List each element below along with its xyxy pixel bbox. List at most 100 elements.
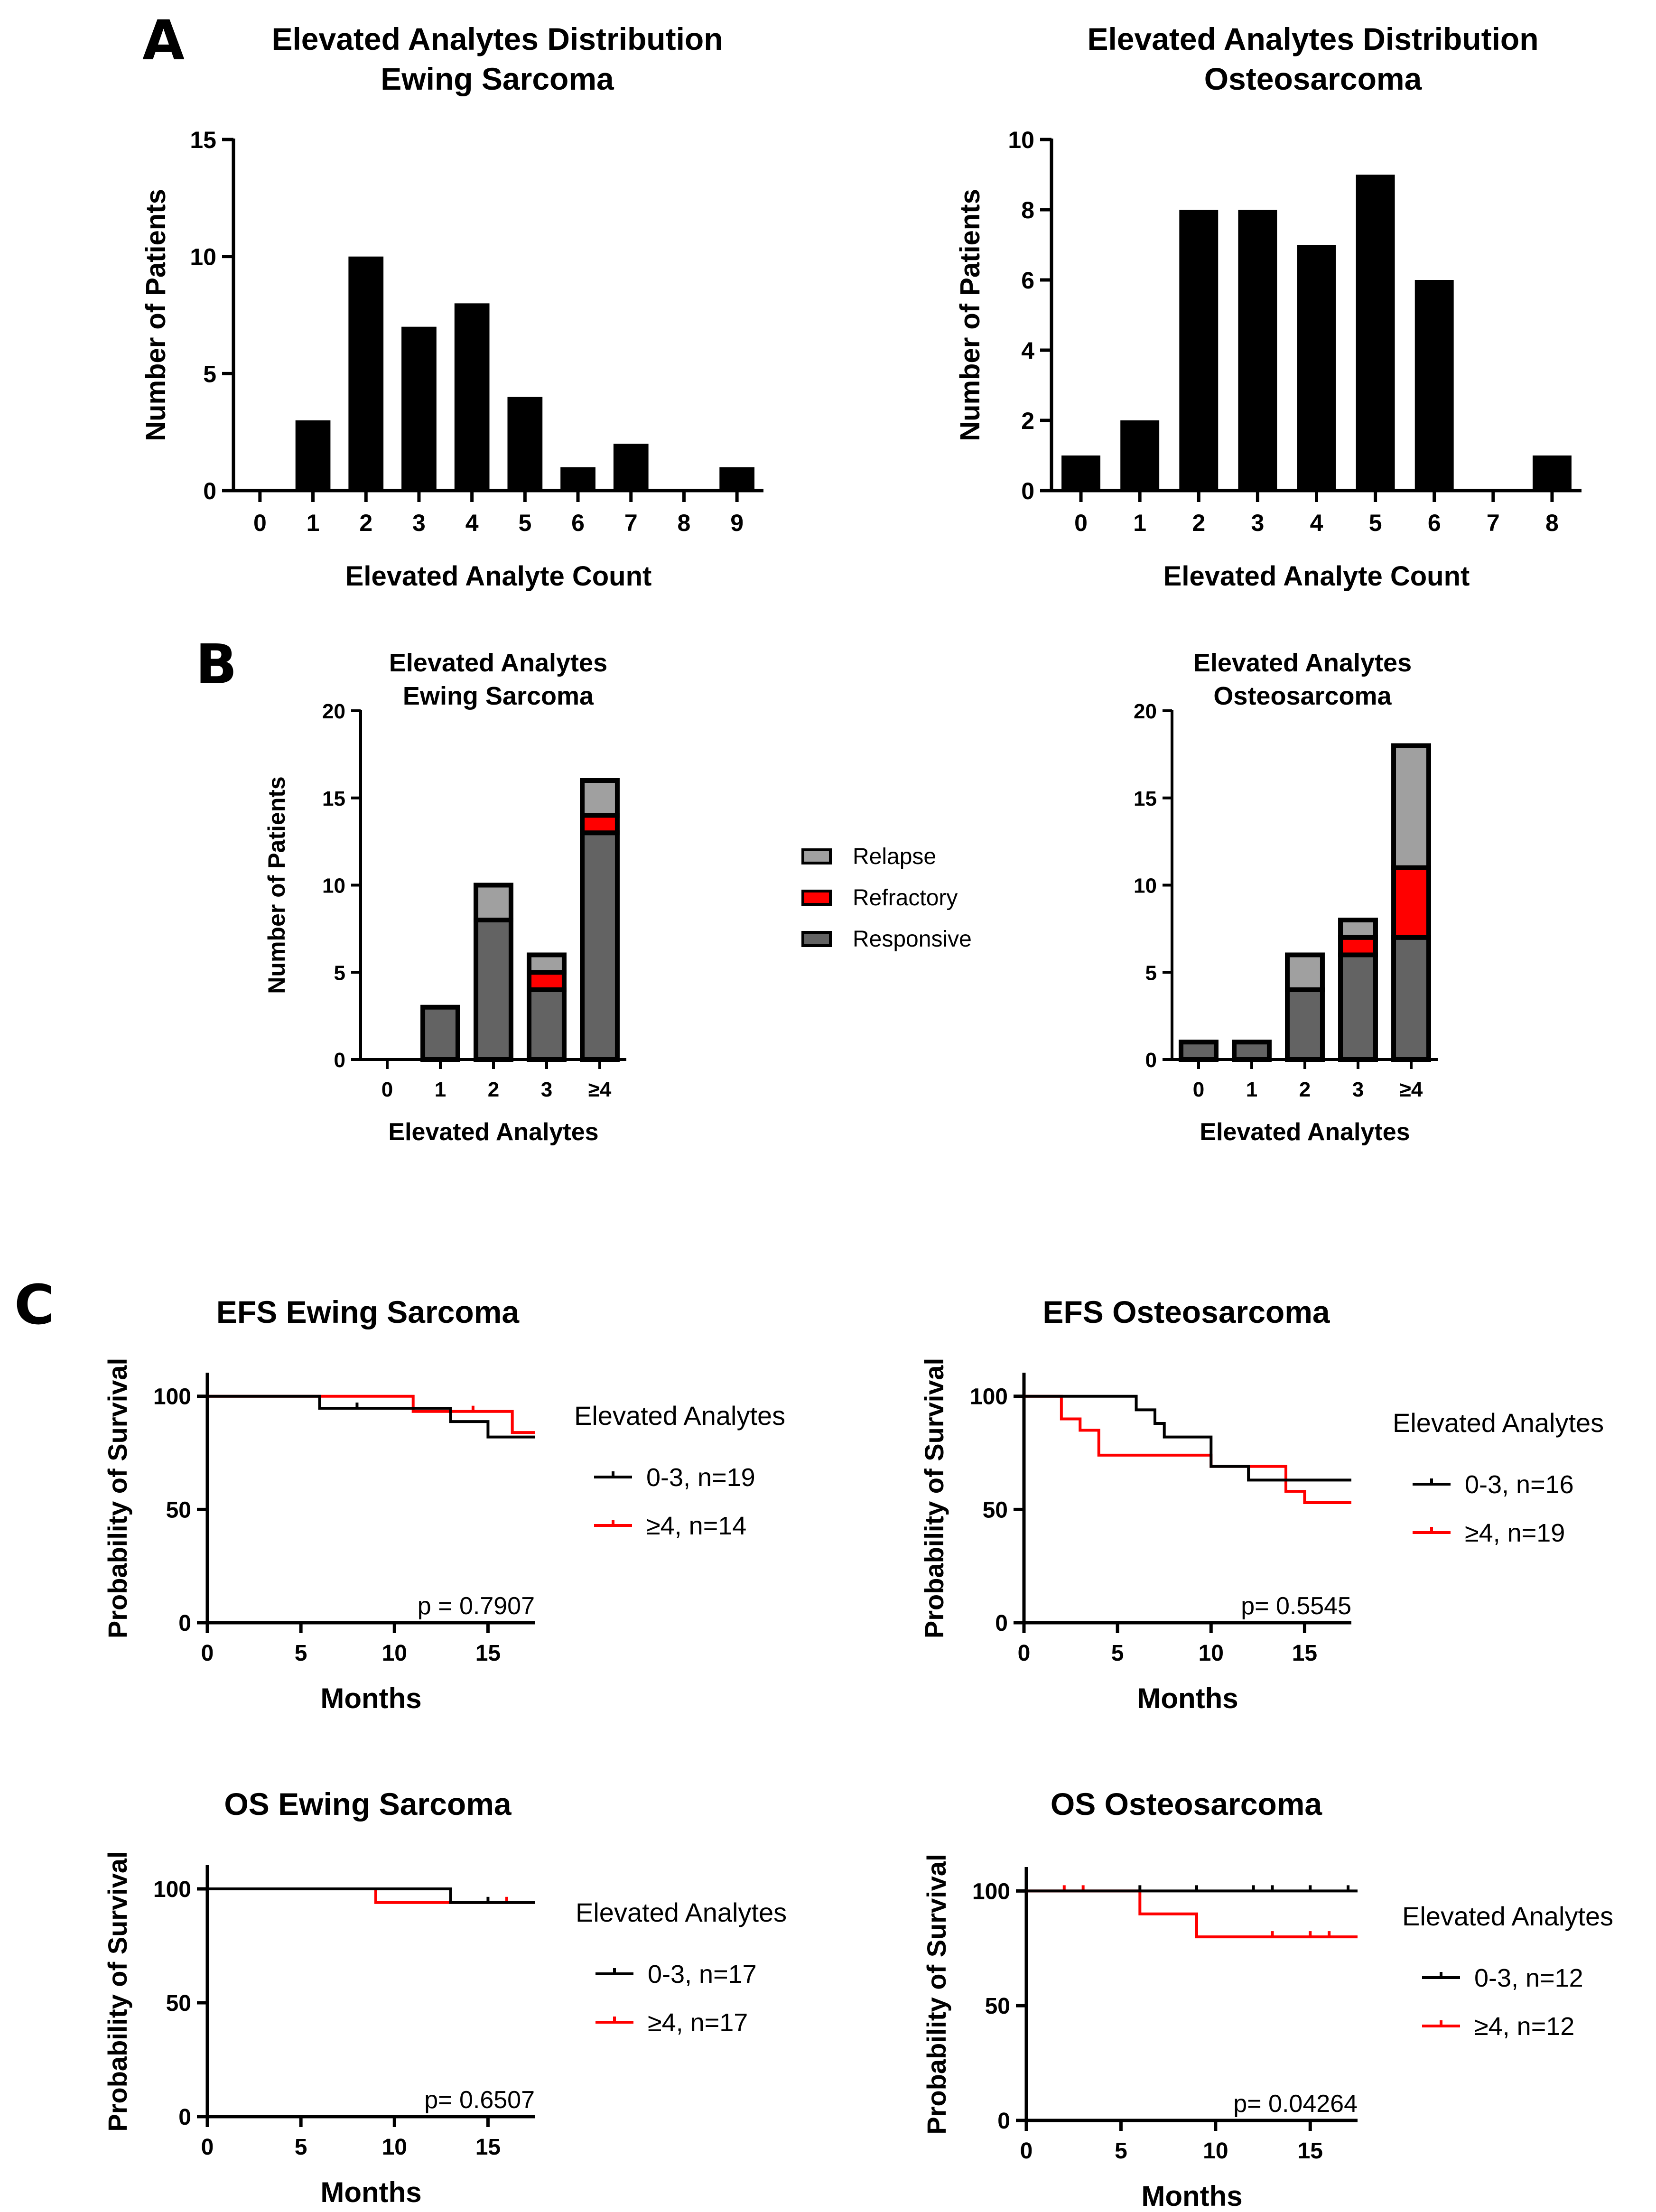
stack_osteo-title-line-1: Elevated Analytes <box>1193 649 1412 677</box>
km_efs_osteo-legend-label-low: 0-3, n=16 <box>1465 1470 1574 1499</box>
hist_osteo-x-tick-label: 8 <box>1545 510 1559 536</box>
hist_ewing-bar <box>401 326 437 491</box>
km_os_ewing-x-label: Months <box>320 2176 421 2208</box>
stack_ewing-x-tick-label: 2 <box>488 1078 499 1101</box>
stack_osteo-y-tick-label: 20 <box>1134 700 1157 723</box>
hist_ewing-bar <box>348 256 384 491</box>
hist_osteo-y-tick-label: 0 <box>1021 478 1034 504</box>
km_os_osteo-x-tick-label: 15 <box>1298 2138 1323 2164</box>
km_efs_ewing-legend-label-low: 0-3, n=19 <box>646 1463 755 1492</box>
stack_ewing-bar-refractory <box>580 813 620 836</box>
km_os_osteo-legend-label-high: ≥4, n=12 <box>1474 2012 1574 2041</box>
stack_ewing-x-tick-label: 0 <box>381 1078 393 1101</box>
km_efs_osteo-y-tick-label: 50 <box>983 1497 1008 1523</box>
km_efs_osteo-pvalue: p= 0.5545 <box>1241 1592 1351 1620</box>
stack_osteo-bar-responsive <box>1179 1040 1219 1062</box>
km_os_ewing-y-tick-label: 100 <box>153 1877 191 1902</box>
km_efs_osteo-y-tick-label: 0 <box>995 1611 1008 1636</box>
hist_osteo-x-tick-label: 5 <box>1369 510 1382 536</box>
km_efs_osteo-x-tick-label: 10 <box>1199 1641 1224 1666</box>
km_os_osteo-y-tick-label: 50 <box>985 1994 1010 2019</box>
stack_osteo-y-tick-label: 10 <box>1134 874 1157 898</box>
legend-b-swatch-relapse <box>801 848 832 864</box>
stack_osteo-bar-relapse <box>1338 918 1378 940</box>
hist_osteo-bar <box>1414 280 1454 491</box>
stack_ewing-bar-relapse <box>474 883 513 922</box>
km_os_ewing-legend-label-high: ≥4, n=17 <box>648 2008 748 2037</box>
hist_ewing-bar <box>295 420 331 491</box>
hist_ewing-x-tick-label: 5 <box>518 510 531 536</box>
hist_ewing-title-line-1: Elevated Analytes Distribution <box>271 21 723 56</box>
hist_osteo-bar <box>1179 210 1219 491</box>
stack_osteo-x-tick-label: 0 <box>1193 1078 1204 1101</box>
km_efs_ewing-y-tick-label: 100 <box>153 1385 191 1410</box>
km_efs_ewing-y-tick-label: 50 <box>166 1497 191 1523</box>
km_efs_ewing-y-tick-label: 0 <box>178 1611 191 1636</box>
hist_osteo-y-tick-label: 8 <box>1021 197 1034 223</box>
hist_ewing-y-tick-label: 5 <box>203 361 216 387</box>
stack_osteo-y-tick-label: 0 <box>1145 1049 1157 1072</box>
hist_ewing-x-tick-label: 6 <box>571 510 585 536</box>
km_efs_osteo-x-tick-label: 0 <box>1018 1641 1031 1666</box>
km_os_osteo-y-tick-label: 0 <box>997 2109 1010 2134</box>
km_os_osteo-x-tick-label: 5 <box>1115 2138 1127 2164</box>
km_os_osteo-title: OS Osteosarcoma <box>1051 1786 1323 1822</box>
hist_ewing-y-label: Number of Patients <box>140 189 171 441</box>
stack_osteo-bar-responsive <box>1391 935 1431 1062</box>
hist_ewing-x-tick-label: 3 <box>412 510 426 536</box>
stack_ewing-bar-responsive <box>474 918 513 1062</box>
stack_ewing-y-tick-label: 20 <box>322 700 345 723</box>
stack_osteo-y-tick-label: 15 <box>1134 787 1157 810</box>
hist_osteo-bar <box>1297 245 1336 491</box>
stack_ewing-bar-responsive <box>580 830 620 1062</box>
hist_ewing-x-tick-label: 7 <box>624 510 638 536</box>
km_os_osteo-x-tick-label: 0 <box>1020 2138 1033 2164</box>
km_efs_ewing-title: EFS Ewing Sarcoma <box>216 1294 520 1329</box>
hist_ewing-x-tick-label: 2 <box>359 510 372 536</box>
km_os_osteo-legend-title: Elevated Analytes <box>1402 1901 1613 1931</box>
stack_ewing-y-tick-label: 10 <box>322 874 345 898</box>
stack_osteo-bar-relapse <box>1285 952 1325 992</box>
legend-b-swatch-responsive <box>801 931 832 947</box>
stack_osteo-x-tick-label: 2 <box>1299 1078 1311 1101</box>
charts-layer: Elevated Analytes Distribution Ewing Sarc… <box>102 21 1613 2212</box>
panel-label-b: B <box>195 633 237 697</box>
km_efs_ewing-x-tick-label: 10 <box>382 1641 407 1666</box>
km_os_osteo-x-tick-label: 10 <box>1203 2138 1228 2164</box>
stack_ewing-x-tick-label: 3 <box>541 1078 552 1101</box>
stack_ewing-y-tick-label: 0 <box>334 1049 345 1072</box>
km_os_osteo-pvalue: p= 0.04264 <box>1233 2090 1358 2118</box>
stack_ewing-bar-responsive <box>420 1004 460 1062</box>
km_os_ewing-x-tick-label: 0 <box>201 2135 214 2160</box>
hist_osteo-bar <box>1061 455 1101 491</box>
km_efs_ewing-curve-high <box>207 1394 535 1434</box>
hist_osteo-y-tick-label: 4 <box>1021 337 1034 364</box>
stack_ewing-x-tick-label: ≥4 <box>588 1078 612 1101</box>
hist_ewing-x-tick-label: 1 <box>307 510 320 536</box>
km_efs_ewing-y-label: Probability of Survival <box>102 1358 132 1638</box>
hist_ewing-x-tick-label: 4 <box>465 510 479 536</box>
km_efs_osteo-y-label: Probability of Survival <box>919 1358 949 1638</box>
stack_ewing-bar-responsive <box>527 987 567 1062</box>
hist_osteo-y-tick-label: 6 <box>1021 267 1034 294</box>
km_os_osteo-y-tick-label: 100 <box>972 1879 1010 1904</box>
km_os_ewing-curve-low <box>207 1887 535 1904</box>
km_os_ewing-x-tick-label: 10 <box>382 2135 407 2160</box>
legend-b-swatch-refractory <box>801 890 832 906</box>
legend-b-label-relapse: Relapse <box>853 844 936 869</box>
km_os_ewing-y-label: Probability of Survival <box>102 1851 132 2131</box>
km_efs_osteo-x-tick-label: 5 <box>1111 1641 1124 1666</box>
hist_ewing-y-tick-label: 15 <box>190 127 216 153</box>
km_efs_ewing-x-tick-label: 0 <box>201 1641 214 1666</box>
km_os_osteo-curve-high <box>1026 1889 1358 1939</box>
hist_ewing-x-tick-label: 0 <box>253 510 267 536</box>
hist_osteo-x-tick-label: 3 <box>1251 510 1264 536</box>
hist_ewing-x-tick-label: 9 <box>730 510 744 536</box>
hist_osteo-x-tick-label: 0 <box>1074 510 1088 536</box>
km_efs_ewing-x-tick-label: 15 <box>475 1641 501 1666</box>
stack_osteo-title-line-2: Osteosarcoma <box>1213 682 1392 710</box>
stack_osteo-x-tick-label: ≥4 <box>1400 1078 1423 1101</box>
km_efs_ewing-x-tick-label: 5 <box>295 1641 307 1666</box>
hist_ewing-bar <box>454 303 490 491</box>
hist_ewing-bar <box>507 397 543 491</box>
